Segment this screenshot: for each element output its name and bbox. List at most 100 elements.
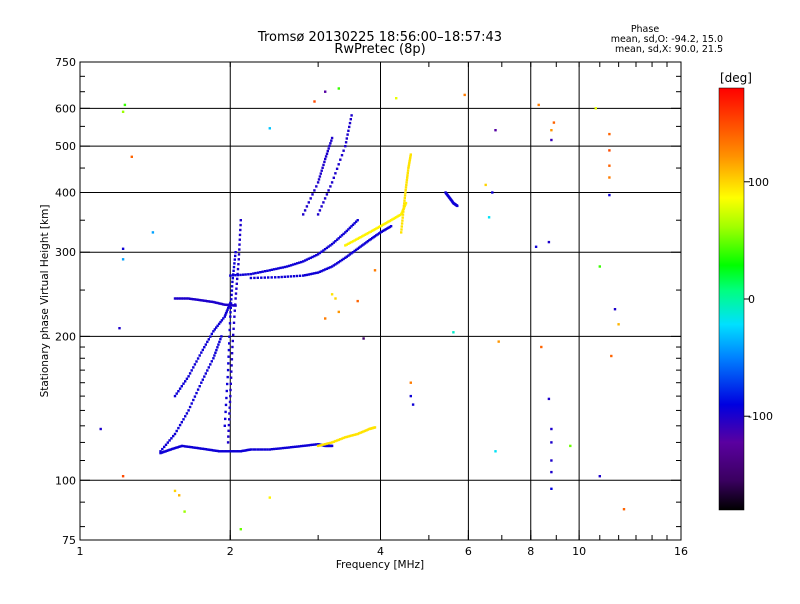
echo-point <box>340 154 344 157</box>
echo-point <box>229 306 232 310</box>
y-axis-label: Stationary phase Virtual Height [km] <box>39 205 51 398</box>
echo-point <box>254 271 257 275</box>
echo-point <box>201 299 204 302</box>
echo-point <box>235 450 239 453</box>
echo-point <box>210 300 213 303</box>
echo-point <box>318 251 322 255</box>
echo-point <box>225 310 228 313</box>
echo-point <box>298 445 301 448</box>
echo-point <box>175 297 178 300</box>
echo-point <box>283 275 286 278</box>
echo-point <box>325 442 329 445</box>
echo-point <box>388 219 391 223</box>
echo-point <box>315 443 318 446</box>
echo-point <box>324 90 327 93</box>
echo-point <box>303 444 307 447</box>
echo-point <box>235 282 238 285</box>
echo-point <box>337 163 340 166</box>
echo-point <box>207 448 211 451</box>
echo-point <box>173 446 177 450</box>
echo-point <box>159 450 162 453</box>
echo-point <box>226 375 229 379</box>
echo-point <box>322 249 325 252</box>
echo-point <box>123 103 127 107</box>
echo-point <box>347 254 350 257</box>
echo-point <box>224 312 228 315</box>
echo-point <box>291 263 295 266</box>
echo-point <box>238 233 242 237</box>
echo-point <box>206 300 209 303</box>
echo-point <box>270 268 274 271</box>
echo-point <box>256 448 260 451</box>
echo-point <box>400 213 403 216</box>
echo-point <box>209 448 212 452</box>
echo-point <box>238 243 241 246</box>
echo-point <box>188 445 192 449</box>
echo-point <box>232 327 235 330</box>
echo-point <box>340 258 344 262</box>
y-tick-label: 100 <box>55 474 76 487</box>
echo-point <box>193 395 197 398</box>
echo-point <box>383 228 386 232</box>
echo-point <box>345 435 348 439</box>
echo-point <box>224 303 228 306</box>
echo-point <box>385 221 389 224</box>
echo-point <box>168 439 171 442</box>
echo-point <box>345 255 348 258</box>
echo-point <box>215 301 218 304</box>
echo-point <box>325 267 329 270</box>
echo-point <box>372 236 375 239</box>
echo-point <box>322 201 325 204</box>
echo-point <box>173 394 177 398</box>
echo-point <box>222 317 225 320</box>
echo-point <box>357 236 361 240</box>
echo-point <box>329 142 332 145</box>
echo-point <box>377 232 381 235</box>
echo-point <box>227 355 230 358</box>
echo-point <box>178 423 182 427</box>
echo-point <box>227 450 231 453</box>
echo-point <box>305 205 309 208</box>
echo-point <box>328 144 331 148</box>
echo-point <box>342 257 345 261</box>
echo-point <box>226 303 229 307</box>
echo-point <box>239 228 242 232</box>
x-tick-label: 2 <box>227 545 234 558</box>
echo-point <box>201 348 204 352</box>
echo-point <box>385 227 389 230</box>
echo-point <box>356 247 359 250</box>
echo-point <box>168 448 171 452</box>
echo-point <box>272 447 276 451</box>
echo-point <box>598 475 601 478</box>
echo-point <box>234 450 237 453</box>
echo-point <box>335 167 339 170</box>
echo-point <box>360 235 364 238</box>
echo-point <box>289 264 293 267</box>
echo-point <box>322 443 325 446</box>
echo-point <box>354 433 358 436</box>
echo-point <box>193 298 197 301</box>
echo-point <box>229 382 232 385</box>
echo-point <box>547 240 551 244</box>
colorbar-tick-label: 0 <box>748 293 755 306</box>
echo-point <box>218 340 221 344</box>
echo-point <box>260 276 263 279</box>
echo-point <box>203 375 206 378</box>
echo-point <box>216 346 219 349</box>
stats-heading: Phase <box>631 24 660 35</box>
echo-point <box>121 475 125 478</box>
echo-point <box>204 372 207 375</box>
echo-point <box>206 369 209 372</box>
echo-point <box>228 406 231 409</box>
echo-point <box>292 275 296 278</box>
y-tick-label: 400 <box>55 186 76 199</box>
echo-point <box>307 201 310 204</box>
echo-point <box>193 446 197 449</box>
echo-point <box>266 448 269 451</box>
echo-point <box>346 133 349 136</box>
echo-point <box>376 226 379 229</box>
echo-point <box>151 231 155 234</box>
echo-point <box>224 410 227 414</box>
echo-point <box>305 258 309 261</box>
echo-point <box>228 328 231 332</box>
